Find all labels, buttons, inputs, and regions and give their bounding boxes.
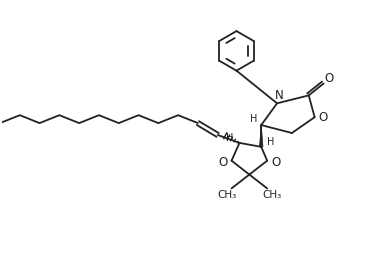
- Text: N: N: [275, 89, 284, 102]
- Text: CH₃: CH₃: [217, 190, 236, 200]
- Text: H: H: [250, 114, 257, 124]
- Text: O: O: [318, 111, 327, 124]
- Text: O: O: [271, 156, 281, 169]
- Text: H: H: [267, 137, 275, 147]
- Text: O: O: [324, 72, 333, 85]
- Text: CH₃: CH₃: [262, 190, 282, 200]
- Text: H: H: [226, 133, 233, 143]
- Text: O: O: [218, 156, 227, 169]
- Polygon shape: [259, 125, 263, 147]
